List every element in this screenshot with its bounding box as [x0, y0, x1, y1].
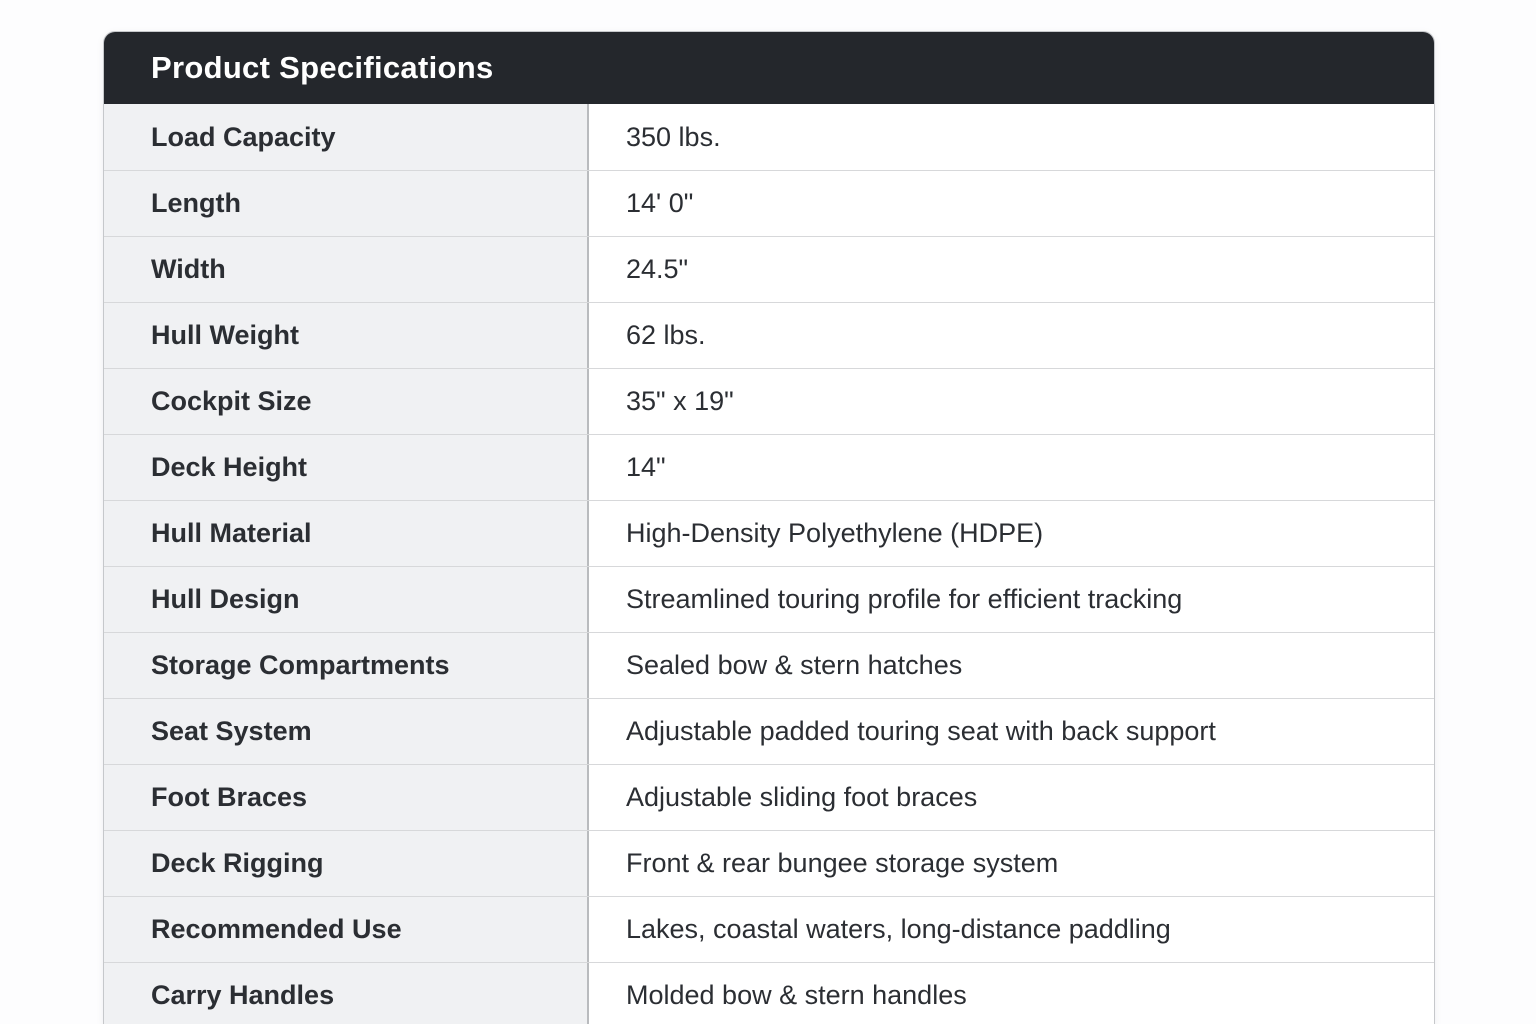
spec-value: 24.5" — [589, 237, 1434, 302]
spec-label: Carry Handles — [104, 963, 589, 1024]
table-row: Storage Compartments Sealed bow & stern … — [104, 632, 1434, 698]
table-row: Carry Handles Molded bow & stern handles — [104, 962, 1434, 1024]
spec-value: Front & rear bungee storage system — [589, 831, 1434, 896]
spec-label: Hull Material — [104, 501, 589, 566]
spec-label: Hull Weight — [104, 303, 589, 368]
spec-value: High-Density Polyethylene (HDPE) — [589, 501, 1434, 566]
table-row: Length 14' 0" — [104, 170, 1434, 236]
spec-value: Streamlined touring profile for efficien… — [589, 567, 1434, 632]
spec-value: 350 lbs. — [589, 104, 1434, 170]
table-row: Deck Rigging Front & rear bungee storage… — [104, 830, 1434, 896]
spec-label: Load Capacity — [104, 104, 589, 170]
spec-label: Hull Design — [104, 567, 589, 632]
table-row: Hull Weight 62 lbs. — [104, 302, 1434, 368]
spec-value: 14' 0" — [589, 171, 1434, 236]
table-row: Hull Design Streamlined touring profile … — [104, 566, 1434, 632]
table-row: Foot Braces Adjustable sliding foot brac… — [104, 764, 1434, 830]
spec-label: Length — [104, 171, 589, 236]
spec-value: Adjustable sliding foot braces — [589, 765, 1434, 830]
spec-label: Deck Rigging — [104, 831, 589, 896]
spec-value: 14" — [589, 435, 1434, 500]
spec-label: Recommended Use — [104, 897, 589, 962]
spec-label: Storage Compartments — [104, 633, 589, 698]
spec-value: Lakes, coastal waters, long-distance pad… — [589, 897, 1434, 962]
table-row: Recommended Use Lakes, coastal waters, l… — [104, 896, 1434, 962]
table-title: Product Specifications — [151, 50, 494, 85]
table-row: Hull Material High-Density Polyethylene … — [104, 500, 1434, 566]
table-row: Load Capacity 350 lbs. — [104, 104, 1434, 170]
table-row: Deck Height 14" — [104, 434, 1434, 500]
spec-label: Width — [104, 237, 589, 302]
spec-value: Molded bow & stern handles — [589, 963, 1434, 1024]
table-row: Seat System Adjustable padded touring se… — [104, 698, 1434, 764]
table-body: Load Capacity 350 lbs. Length 14' 0" Wid… — [104, 104, 1434, 1024]
spec-label: Cockpit Size — [104, 369, 589, 434]
table-row: Width 24.5" — [104, 236, 1434, 302]
spec-label: Foot Braces — [104, 765, 589, 830]
spec-value: Adjustable padded touring seat with back… — [589, 699, 1434, 764]
table-header: Product Specifications — [104, 32, 1434, 104]
table-row: Cockpit Size 35" x 19" — [104, 368, 1434, 434]
spec-value: 62 lbs. — [589, 303, 1434, 368]
spec-label: Seat System — [104, 699, 589, 764]
spec-value: Sealed bow & stern hatches — [589, 633, 1434, 698]
spec-label: Deck Height — [104, 435, 589, 500]
product-specifications-table: Product Specifications Load Capacity 350… — [103, 31, 1435, 1024]
spec-value: 35" x 19" — [589, 369, 1434, 434]
